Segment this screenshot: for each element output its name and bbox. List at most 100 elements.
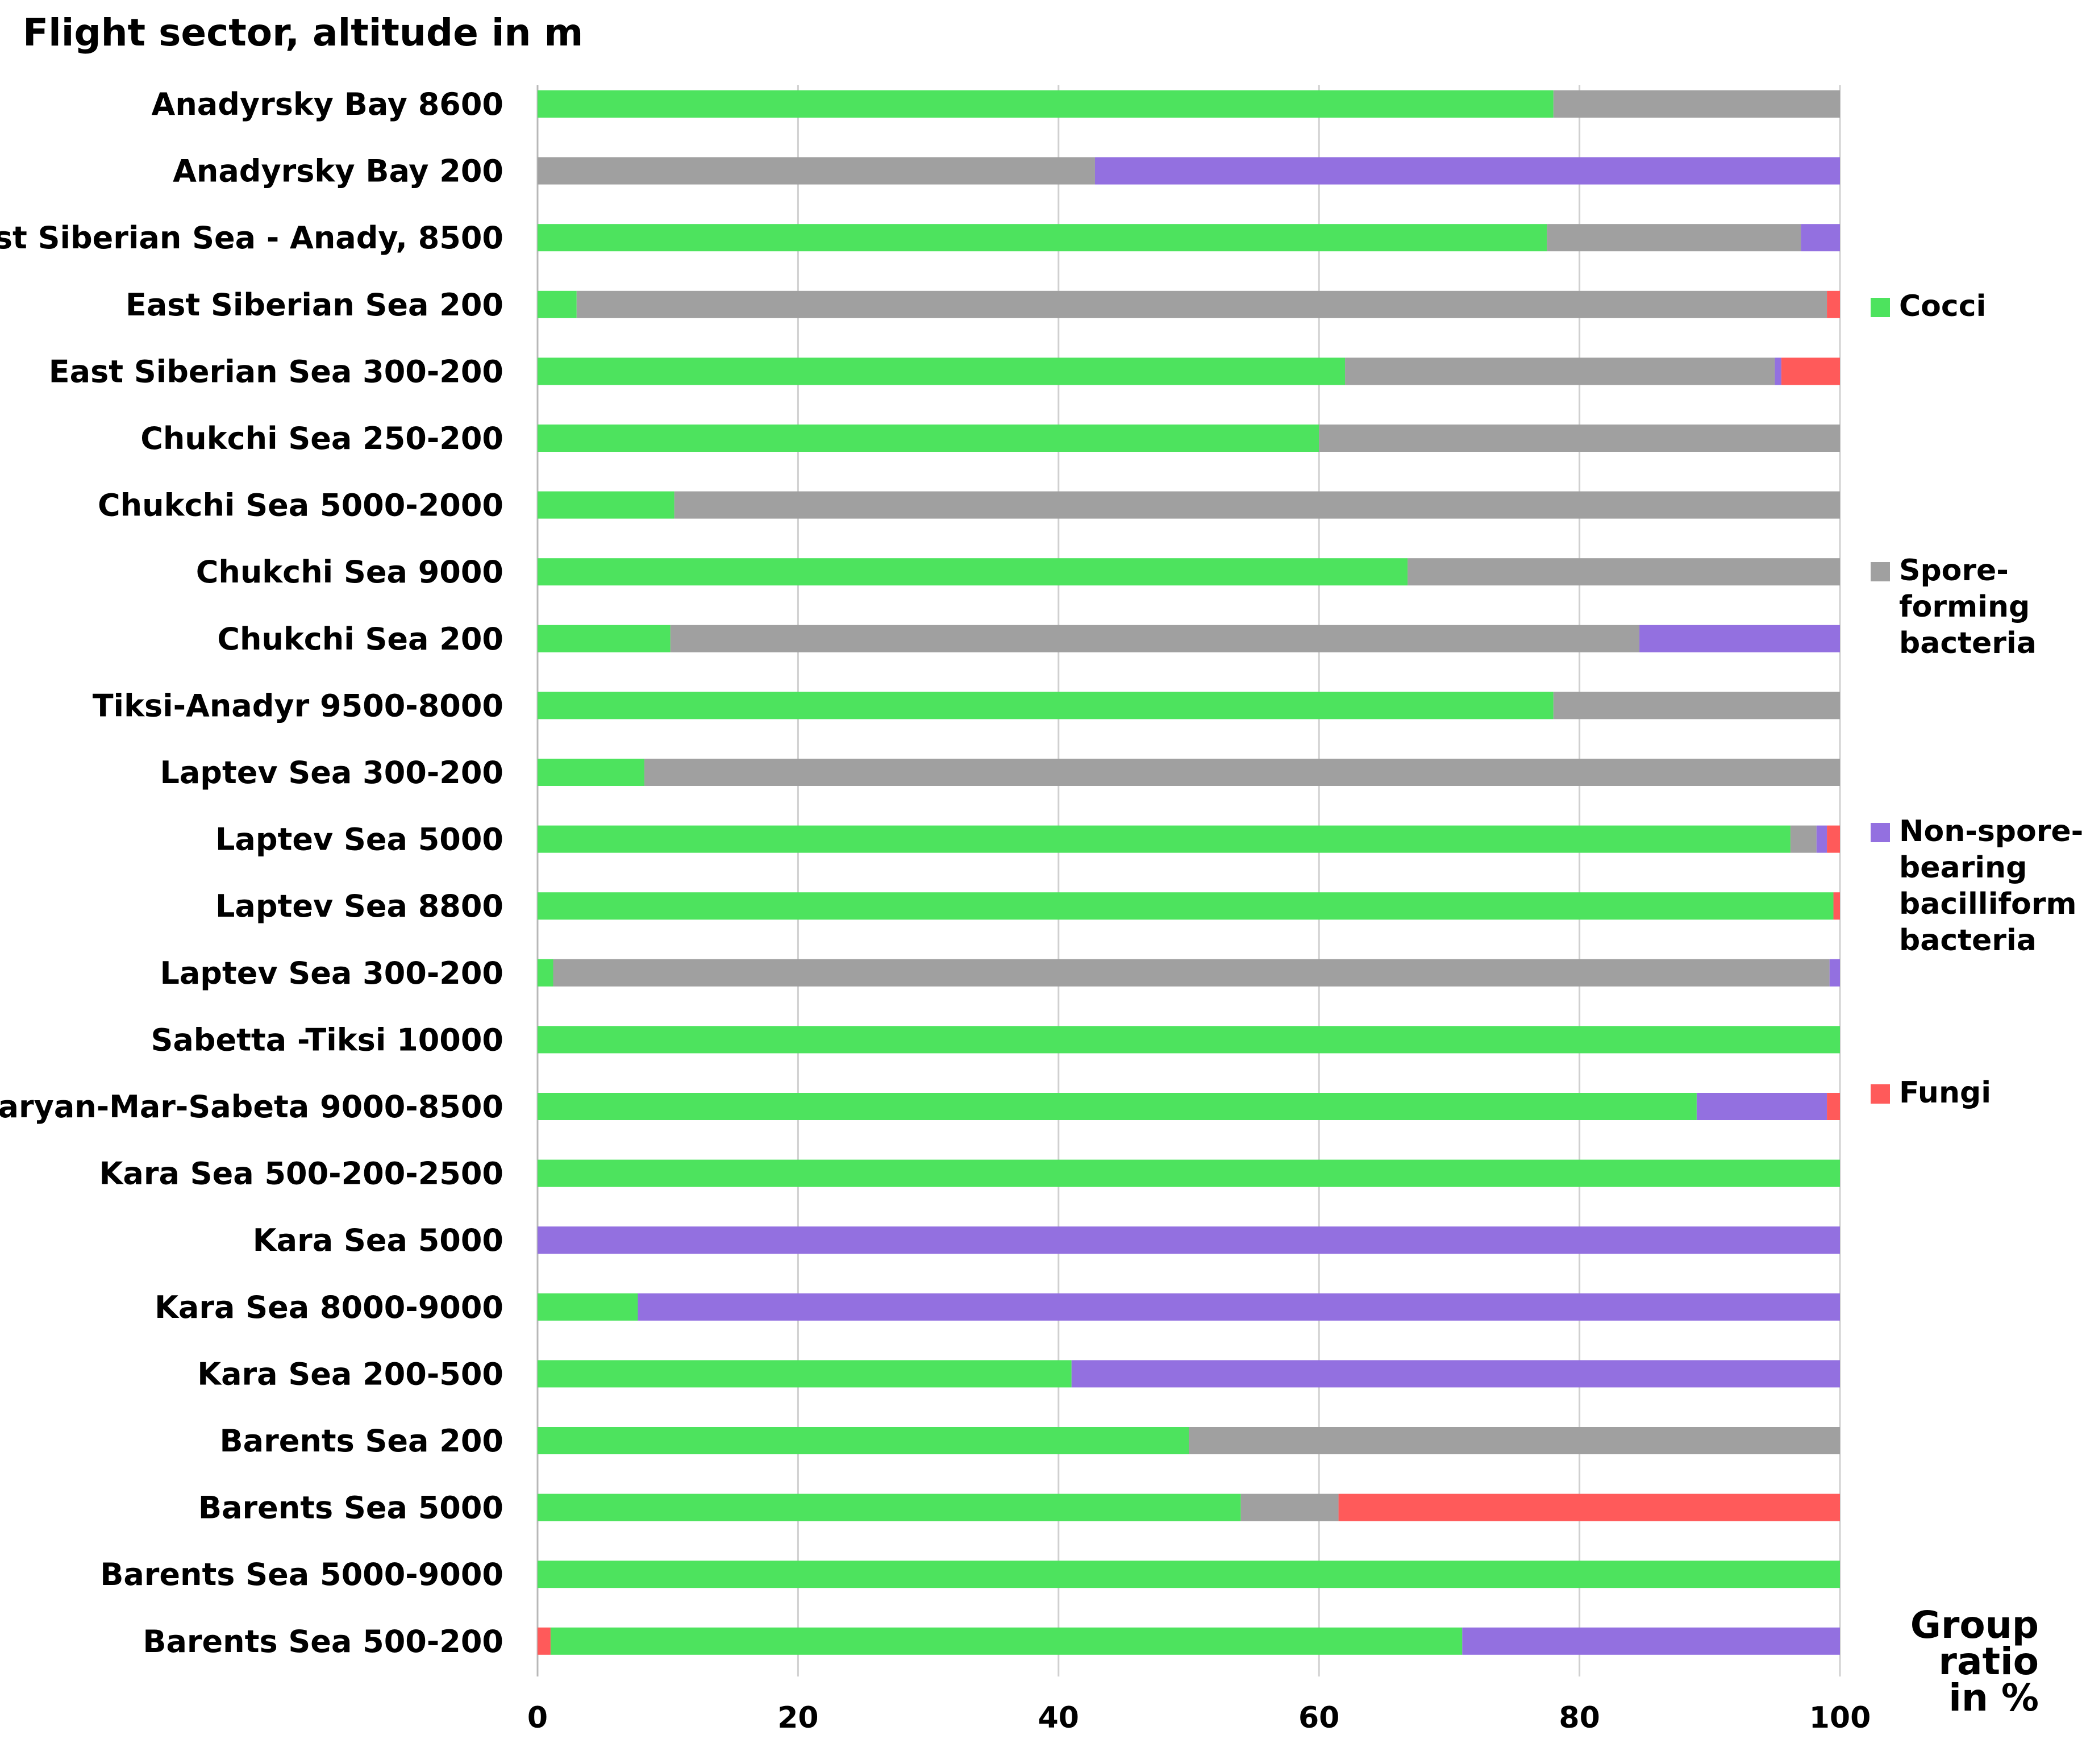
bar-segment xyxy=(538,90,1554,118)
x-tick-label: 40 xyxy=(1038,1701,1079,1735)
x-tick-label: 80 xyxy=(1559,1701,1600,1735)
bar-segment xyxy=(1775,357,1781,385)
legend-item: Non-spore-bearing bacilliform bacteria xyxy=(1871,814,2083,958)
category-label: Kara Sea 8000-9000 xyxy=(155,1289,503,1325)
bar-segment xyxy=(1790,825,1817,853)
bar-segment xyxy=(538,425,1319,452)
legend-label: Spore-forming bacteria xyxy=(1899,554,2037,660)
bar-segment xyxy=(553,959,1830,987)
bar-segment xyxy=(638,1293,1841,1321)
category-label: East Siberian Sea 200 xyxy=(126,287,503,323)
legend-item: Spore-forming bacteria xyxy=(1871,554,2037,660)
x-tick-label: 20 xyxy=(777,1701,818,1735)
bar-segment xyxy=(1345,357,1775,385)
bar-segment xyxy=(1639,625,1840,652)
bar-segment xyxy=(538,1159,1840,1187)
category-labels: Anadyrsky Bay 8600 Anadyrsky Bay 200 East … xyxy=(0,86,503,1659)
category-label: Barents Sea 200 xyxy=(219,1423,503,1459)
bar-segment xyxy=(538,1293,638,1321)
bar-segment xyxy=(538,825,1791,853)
legend-swatch xyxy=(1871,562,1890,581)
bar-segment xyxy=(1696,1093,1827,1120)
bar-segment xyxy=(674,491,1840,519)
bar-segment xyxy=(538,558,1408,586)
bar-segment xyxy=(1816,825,1827,853)
bar-segment xyxy=(538,491,674,519)
bar-segment xyxy=(1781,357,1840,385)
chart-title: Flight sector, altitude in m xyxy=(23,11,583,55)
bar-segment xyxy=(538,1226,1840,1254)
bar-segment xyxy=(1833,892,1840,920)
category-label: Naryan-Mar-Sabeta 9000-8500 xyxy=(0,1089,503,1125)
bar-segment xyxy=(538,959,553,987)
category-label: East Siberian Sea - Anady, 8500 xyxy=(0,220,503,256)
category-label: Tiksi-Anadyr 9500-8000 xyxy=(93,688,503,723)
bar-segment xyxy=(1338,1493,1840,1521)
bar-segment xyxy=(538,759,644,786)
bar-segment xyxy=(538,1561,1840,1588)
bar-segment xyxy=(538,892,1834,920)
category-label: Kara Sea 5000 xyxy=(253,1222,503,1258)
bar-segment xyxy=(538,1427,1189,1454)
legend-label: Fungi xyxy=(1899,1076,1991,1110)
bar-segment xyxy=(538,1026,1840,1054)
x-tick-label: 0 xyxy=(527,1701,548,1735)
bar-segment xyxy=(1189,1427,1840,1454)
bar-segment xyxy=(644,759,1841,786)
bar-segment xyxy=(670,625,1640,652)
bar-segment xyxy=(538,692,1554,719)
legend-swatch xyxy=(1871,1084,1890,1104)
bar-segment xyxy=(538,1360,1072,1388)
legend-swatch xyxy=(1871,823,1890,842)
category-label: Barents Sea 500-200 xyxy=(143,1624,503,1659)
category-label: Anadyrsky Bay 200 xyxy=(173,153,503,189)
category-label: Barents Sea 5000 xyxy=(198,1490,503,1526)
legend-label: Non-spore-bearing bacilliform bacteria xyxy=(1899,814,2083,958)
category-label: East Siberian Sea 300-200 xyxy=(49,353,503,389)
x-tick-labels: 0 20 40 60 80 100 xyxy=(527,1701,1871,1735)
bar-segment xyxy=(1094,157,1840,185)
legend-item: Fungi xyxy=(1871,1076,1991,1110)
category-label: Anadyrsky Bay 8600 xyxy=(152,86,503,122)
category-label: Laptev Sea 300-200 xyxy=(160,755,503,791)
bar-segment xyxy=(1553,90,1840,118)
category-label: Barents Sea 5000-9000 xyxy=(100,1557,503,1592)
category-label: Laptev Sea 300-200 xyxy=(160,955,503,991)
bar-segment xyxy=(1553,692,1840,719)
bar-segment xyxy=(1240,1493,1339,1521)
bar-segment xyxy=(538,290,577,318)
bar-segment xyxy=(538,1627,551,1655)
category-label: Chukchi Sea 250-200 xyxy=(140,421,503,456)
category-label: Kara Sea 500-200-2500 xyxy=(99,1156,503,1192)
bar-segment xyxy=(1829,959,1840,987)
bar-segment xyxy=(550,1627,1463,1655)
x-tick-label: 60 xyxy=(1298,1701,1339,1735)
gridlines xyxy=(536,85,1841,1676)
category-label: Chukchi Sea 200 xyxy=(217,621,503,657)
legend: Cocci Spore-forming bacteria Non-spore-bear… xyxy=(1871,289,2083,1110)
bar-segment xyxy=(1071,1360,1840,1388)
bar-segment xyxy=(538,224,1547,252)
category-label: Chukchi Sea 9000 xyxy=(196,554,503,590)
category-label: Laptev Sea 8800 xyxy=(215,888,503,924)
category-label: Laptev Sea 5000 xyxy=(215,822,503,858)
bar-segment xyxy=(1801,224,1840,252)
category-label: Sabetta -Tiksi 10000 xyxy=(151,1022,503,1058)
bar-segment xyxy=(1547,224,1801,252)
bar-segment xyxy=(1462,1627,1840,1655)
bar-segment xyxy=(1319,425,1840,452)
bar-segment xyxy=(538,157,1095,185)
category-label: Chukchi Sea 5000-2000 xyxy=(98,488,503,523)
bar-segment xyxy=(576,290,1827,318)
legend-item: Cocci xyxy=(1871,289,1986,323)
bar-segment xyxy=(1827,290,1840,318)
bar-segment xyxy=(1408,558,1840,586)
x-axis-title: Group ratio in % xyxy=(1910,1603,2039,1720)
bars xyxy=(538,90,1841,1655)
bar-segment xyxy=(538,357,1346,385)
x-tick-label: 100 xyxy=(1809,1701,1871,1735)
category-label: Kara Sea 200-500 xyxy=(197,1356,503,1392)
bar-segment xyxy=(1827,825,1840,853)
legend-label: Cocci xyxy=(1899,289,1986,323)
bar-segment xyxy=(1827,1093,1840,1120)
